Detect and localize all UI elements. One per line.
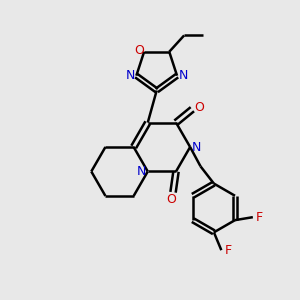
Text: O: O — [167, 193, 176, 206]
Text: N: N — [136, 165, 146, 178]
Text: F: F — [224, 244, 231, 257]
Text: N: N — [126, 69, 135, 82]
Text: N: N — [192, 140, 201, 154]
Text: O: O — [194, 101, 204, 114]
Text: F: F — [256, 211, 263, 224]
Text: O: O — [134, 44, 144, 57]
Text: N: N — [178, 69, 188, 82]
